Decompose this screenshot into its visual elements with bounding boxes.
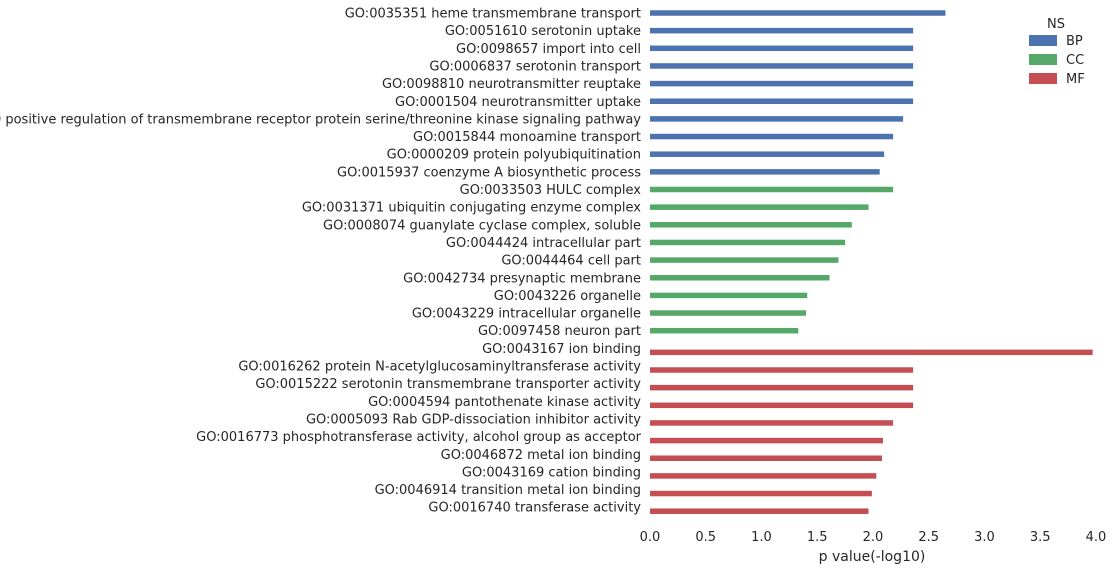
- category-label: GO:0031371 ubiquitin conjugating enzyme …: [302, 201, 641, 216]
- category-label: GO:0043229 intracellular organelle: [412, 307, 641, 322]
- x-tick-label: 1.5: [807, 530, 828, 545]
- bar-mf: [650, 508, 869, 514]
- x-tick-label: 2.5: [918, 530, 939, 545]
- bar-cc: [650, 257, 839, 263]
- category-label: GO:0016740 transferase activity: [428, 501, 641, 516]
- bar-mf: [650, 367, 914, 373]
- bar-cc: [650, 239, 846, 246]
- category-label: GO:0001504 neurotransmitter uptake: [395, 95, 641, 110]
- bar-cc: [650, 186, 894, 193]
- legend-label-mf: MF: [1066, 72, 1085, 87]
- category-label: GO:0043226 organelle: [494, 289, 641, 304]
- legend: NS BP CC MF: [1029, 17, 1085, 87]
- category-label: GO:0046872 metal ion binding: [441, 448, 641, 463]
- bar-cc: [650, 222, 852, 228]
- bar-bp: [650, 169, 880, 175]
- category-label: GO:0051610 serotonin uptake: [445, 24, 641, 39]
- category-label: GO:0008074 guanylate cyclase complex, so…: [323, 218, 641, 233]
- category-label: GO:0044464 cell part: [501, 254, 641, 269]
- category-label: GO:0033503 HULC complex: [460, 183, 642, 198]
- category-label: GO:0035351 heme transmembrane transport: [345, 7, 641, 22]
- bar-bp: [650, 133, 894, 140]
- legend-label-bp: BP: [1066, 34, 1083, 49]
- category-label: GO:0005093 Rab GDP-dissociation inhibito…: [306, 412, 641, 427]
- bar-mf: [650, 490, 872, 497]
- x-tick-label: 4.0: [1086, 530, 1107, 545]
- category-labels: GO:0035351 heme transmembrane transport G…: [0, 7, 642, 516]
- category-label: GO:0098657 import into cell: [456, 42, 641, 57]
- bar-cc: [650, 327, 799, 334]
- bar-mf: [650, 473, 877, 479]
- category-label: GO:0015222 serotonin transmembrane trans…: [255, 377, 641, 392]
- category-label: GO:0042734 presynaptic membrane: [403, 271, 641, 286]
- bar-cc: [650, 310, 807, 316]
- bar-mf: [650, 437, 884, 444]
- category-label: GO:0098810 neurotransmitter reuptake: [382, 77, 641, 92]
- x-axis-ticks: 0.0 0.5 1.0 1.5 2.0 2.5 3.0 3.5 4.0: [640, 530, 1107, 545]
- category-label: GO:0043169 cation binding: [462, 465, 641, 480]
- bar-bp: [650, 27, 914, 34]
- bar-mf: [650, 455, 882, 461]
- bar-bp: [650, 151, 885, 157]
- bar-mf: [650, 384, 914, 391]
- category-label: GO:0006837 serotonin transport: [429, 59, 641, 74]
- x-tick-label: 2.0: [863, 530, 884, 545]
- bar-mf: [650, 420, 894, 426]
- legend-label-cc: CC: [1066, 53, 1084, 68]
- bar-mf: [650, 349, 1093, 356]
- x-axis-title: p value(-log10): [819, 549, 926, 565]
- category-label: GO:0015844 monoamine transport: [413, 130, 641, 145]
- category-label: GO:0043167 ion binding: [482, 342, 641, 357]
- category-label: GO:0090100 positive regulation of transm…: [0, 112, 641, 127]
- x-tick-label: 3.5: [1030, 530, 1051, 545]
- legend-title: NS: [1047, 17, 1065, 32]
- bar-bp: [650, 10, 946, 16]
- bar-bp: [650, 45, 914, 52]
- category-label: GO:0000209 protein polyubiquitination: [387, 148, 641, 163]
- bar-bp: [650, 98, 914, 104]
- category-label: GO:0004594 pantothenate kinase activity: [368, 395, 641, 410]
- legend-swatch-bp: [1029, 35, 1057, 46]
- bar-bp: [650, 63, 914, 69]
- category-label: GO:0097458 neuron part: [478, 324, 641, 339]
- bar-cc: [650, 292, 808, 299]
- x-tick-label: 0.0: [640, 530, 661, 545]
- category-label: GO:0016262 protein N-acetylglucosaminylt…: [238, 360, 641, 375]
- x-tick-label: 3.0: [974, 530, 995, 545]
- bar-bp: [650, 80, 914, 87]
- bar-cc: [650, 275, 830, 281]
- category-label: GO:0016773 phosphotransferase activity, …: [196, 430, 641, 445]
- category-label: GO:0046914 transition metal ion binding: [375, 483, 641, 498]
- category-label: GO:0015937 coenzyme A biosynthetic proce…: [337, 165, 641, 180]
- bar-cc: [650, 204, 869, 210]
- x-tick-label: 0.5: [695, 530, 716, 545]
- legend-swatch-mf: [1029, 73, 1057, 84]
- bar-mf: [650, 402, 914, 409]
- bars: [650, 10, 1093, 514]
- bar-bp: [650, 116, 904, 122]
- category-label: GO:0044424 intracellular part: [446, 236, 641, 251]
- x-tick-label: 1.0: [751, 530, 772, 545]
- legend-swatch-cc: [1029, 54, 1057, 65]
